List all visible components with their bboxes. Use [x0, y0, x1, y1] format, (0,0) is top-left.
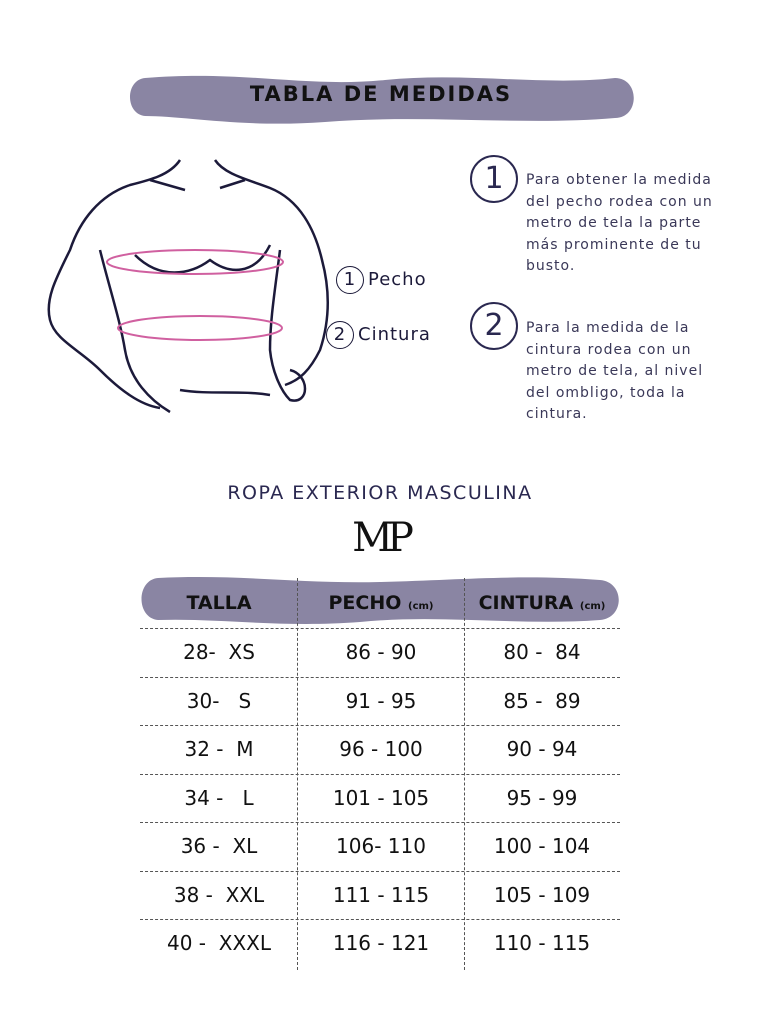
title-banner — [130, 75, 634, 124]
page-title: TABLA DE MEDIDAS — [249, 82, 513, 106]
table-cell: 40 - XXXL — [167, 931, 271, 955]
row-divider — [140, 676, 620, 678]
table-cell: 95 - 99 — [506, 785, 578, 810]
table-cell: 105 - 109 — [493, 882, 591, 907]
row-divider — [140, 628, 620, 629]
table-cell: 91 - 95 — [345, 688, 417, 713]
table-cell: 38 - XXL — [173, 882, 265, 907]
header-pecho: PECHO (cm) — [328, 592, 434, 614]
label-text: Pecho — [368, 269, 427, 290]
label-text: Cintura — [358, 324, 431, 345]
table-cell: 101 - 105 — [332, 785, 430, 810]
table-cell: 106- 110 — [336, 834, 426, 858]
table-cell: 28- XS — [183, 640, 255, 664]
header-talla: TALLA — [186, 592, 252, 614]
row-divider — [140, 870, 620, 872]
table-cell: 110 - 115 — [493, 931, 591, 955]
step-2-number: 2 — [470, 302, 518, 350]
brand-logo: MP — [352, 515, 414, 561]
row-divider — [140, 822, 620, 823]
chest-measure-line — [106, 249, 284, 275]
header-cintura: CINTURA (cm) — [478, 592, 606, 614]
row-divider — [140, 773, 620, 775]
waist-measure-line — [117, 315, 283, 341]
table-cell: 80 - 84 — [503, 640, 581, 664]
number-badge: 2 — [326, 321, 354, 349]
table-header-banner — [141, 577, 619, 624]
table-cell: 96 - 100 — [339, 737, 423, 761]
table-cell: 32 - M — [184, 737, 254, 761]
row-divider — [140, 919, 620, 920]
row-divider — [140, 725, 620, 726]
torso-illustration — [47, 159, 329, 414]
table-cell: 85 - 89 — [503, 688, 581, 713]
step-1-text: Para obtener la medida del pecho rodea c… — [526, 172, 713, 275]
table-cell: 116 - 121 — [332, 931, 430, 955]
step-2-text: Para la medida de la cintura rodea con u… — [526, 320, 704, 423]
step-1-number: 1 — [470, 155, 518, 203]
number-badge: 1 — [336, 266, 364, 294]
table-cell: 34 - L — [184, 785, 254, 810]
table-cell: 36 - XL — [180, 834, 258, 858]
figure-label-chest: 1 Pecho — [336, 266, 427, 294]
section-title: ROPA EXTERIOR MASCULINA — [227, 482, 533, 504]
table-cell: 90 - 94 — [506, 737, 578, 761]
table-cell: 86 - 90 — [345, 640, 417, 664]
table-cell: 100 - 104 — [493, 834, 591, 858]
table-cell: 30- S — [186, 688, 252, 713]
figure-label-waist: 2 Cintura — [326, 321, 431, 349]
table-cell: 111 - 115 — [332, 882, 430, 907]
